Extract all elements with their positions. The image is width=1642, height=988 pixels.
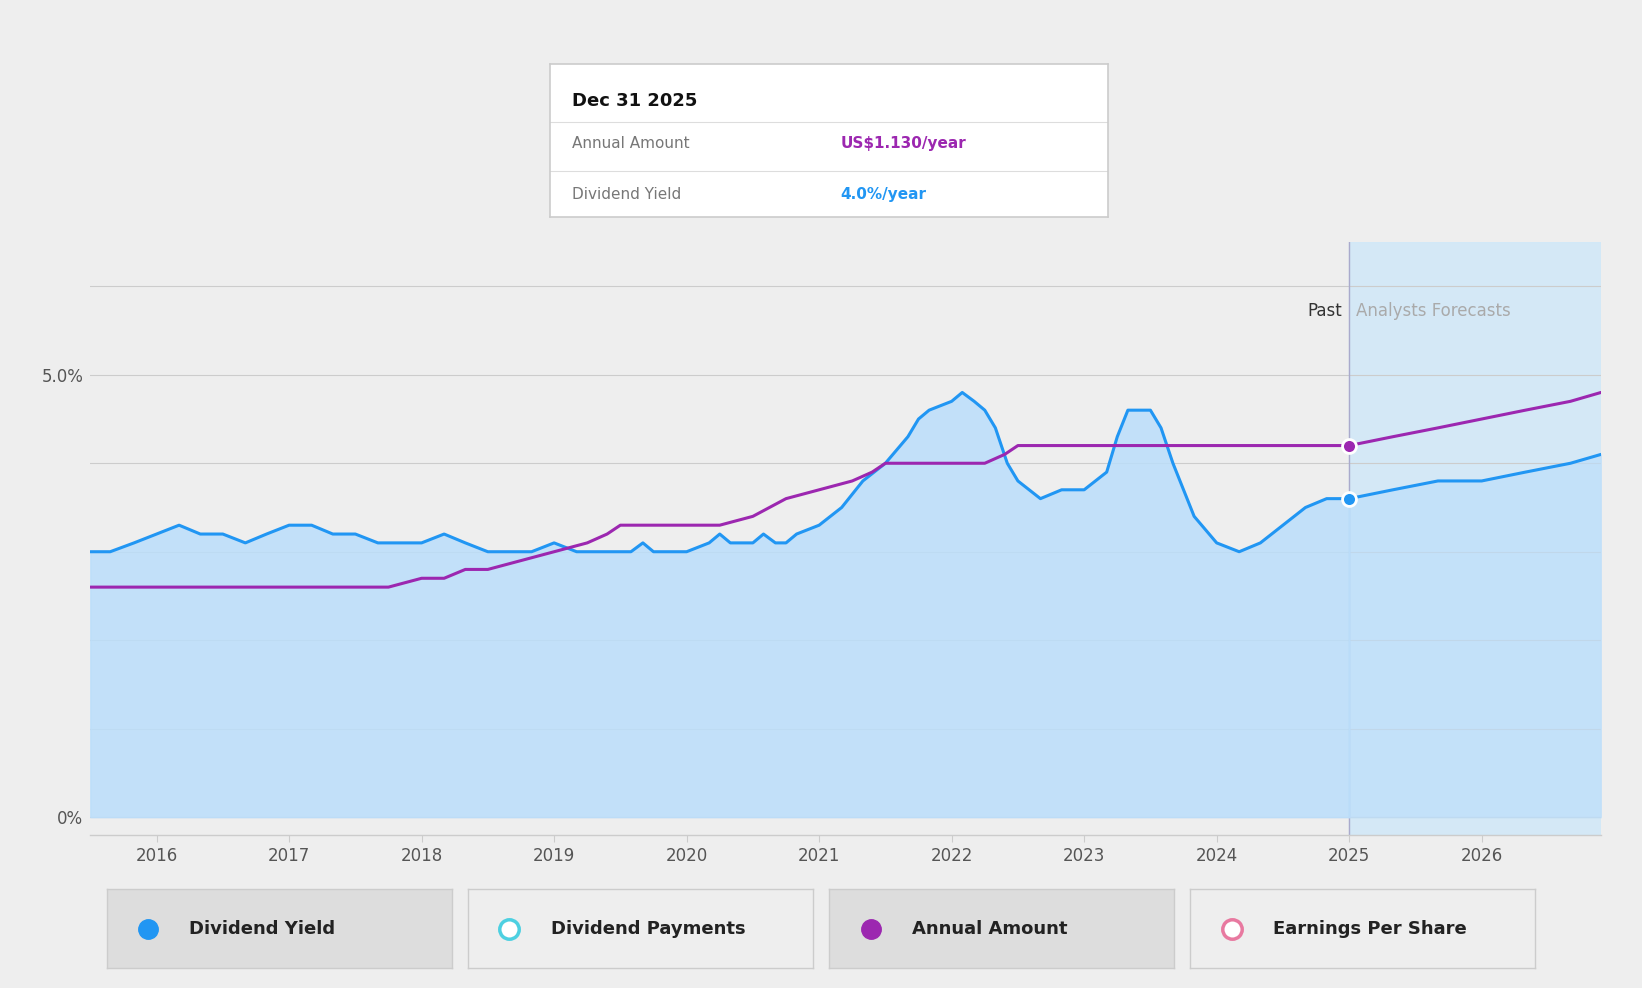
Text: Annual Amount: Annual Amount xyxy=(911,920,1067,938)
Text: 4.0%/year: 4.0%/year xyxy=(841,187,926,202)
Text: Dec 31 2025: Dec 31 2025 xyxy=(573,92,698,110)
Text: Dividend Payments: Dividend Payments xyxy=(550,920,745,938)
Text: Past: Past xyxy=(1307,302,1343,320)
Bar xyxy=(1350,242,1601,835)
Text: Analysts Forecasts: Analysts Forecasts xyxy=(1356,302,1511,320)
Text: Dividend Yield: Dividend Yield xyxy=(573,187,681,202)
Text: US$1.130/year: US$1.130/year xyxy=(841,136,965,151)
Text: Dividend Yield: Dividend Yield xyxy=(189,920,335,938)
Text: Annual Amount: Annual Amount xyxy=(573,136,690,151)
Text: Earnings Per Share: Earnings Per Share xyxy=(1273,920,1466,938)
